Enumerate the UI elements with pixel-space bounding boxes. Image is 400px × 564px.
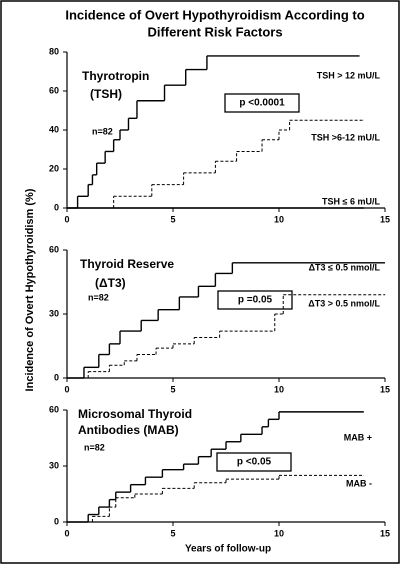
x-tick-label: 15 [380, 214, 390, 224]
annotation: p <0.0001 [239, 98, 285, 109]
panel-note: n=82 [88, 292, 109, 302]
y-axis-label: Incidence of Overt Hypothyroidism (%) [24, 188, 36, 391]
panel-title: Antibodies (MAB) [78, 423, 179, 437]
series-label: TSH >6-12 mU/L [311, 132, 380, 142]
y-tick-label: 30 [49, 460, 59, 470]
x-tick-label: 15 [380, 384, 390, 394]
chart-title: Incidence of Overt Hypothyroidism Accord… [65, 7, 364, 22]
x-tick-label: 5 [170, 384, 175, 394]
annotation-box [224, 93, 300, 113]
annotation: p =0.05 [238, 295, 273, 306]
x-tick-label: 10 [274, 214, 284, 224]
x-tick-label: 15 [380, 528, 390, 538]
panel-title: (TSH) [90, 87, 122, 101]
x-tick-label: 0 [64, 384, 69, 394]
x-tick-label: 10 [274, 384, 284, 394]
x-tick-label: 0 [64, 528, 69, 538]
series-label: MAB - [346, 478, 372, 488]
x-tick-label: 5 [170, 214, 175, 224]
panel-note: n=82 [84, 442, 105, 452]
y-tick-label: 60 [49, 85, 59, 95]
series-label: MAB + [344, 432, 372, 442]
panel-title: Thyroid Reserve [80, 257, 174, 271]
y-tick-label: 60 [49, 244, 59, 254]
chart-title: Different Risk Factors [147, 24, 282, 39]
y-tick-label: 20 [49, 163, 59, 173]
y-tick-label: 40 [49, 124, 59, 134]
annotation-box [217, 290, 293, 310]
annotation: p <0.05 [237, 457, 272, 468]
x-tick-label: 0 [64, 214, 69, 224]
series-label: ΔT3 ≤ 0.5 nmol/L [309, 262, 381, 272]
y-tick-label: 0 [54, 516, 59, 526]
x-tick-label: 5 [170, 528, 175, 538]
y-tick-label: 0 [54, 372, 59, 382]
y-tick-label: 30 [49, 308, 59, 318]
y-tick-label: 80 [49, 46, 59, 56]
series-label: ΔT3 > 0.5 nmol/L [308, 298, 380, 308]
series-label: TSH > 12 mU/L [317, 70, 381, 80]
panel-title: (ΔT3) [95, 276, 126, 290]
panel-title: Thyrotropin [82, 69, 149, 83]
y-tick-label: 60 [49, 404, 59, 414]
annotation-box [216, 452, 292, 472]
series-label: TSH ≤ 6 mU/L [322, 196, 380, 206]
x-axis-label: Years of follow-up [185, 544, 271, 555]
panel-note: n=82 [92, 126, 113, 136]
y-tick-label: 0 [54, 202, 59, 212]
panel-title: Microsomal Thyroid [78, 407, 192, 421]
x-tick-label: 10 [274, 528, 284, 538]
